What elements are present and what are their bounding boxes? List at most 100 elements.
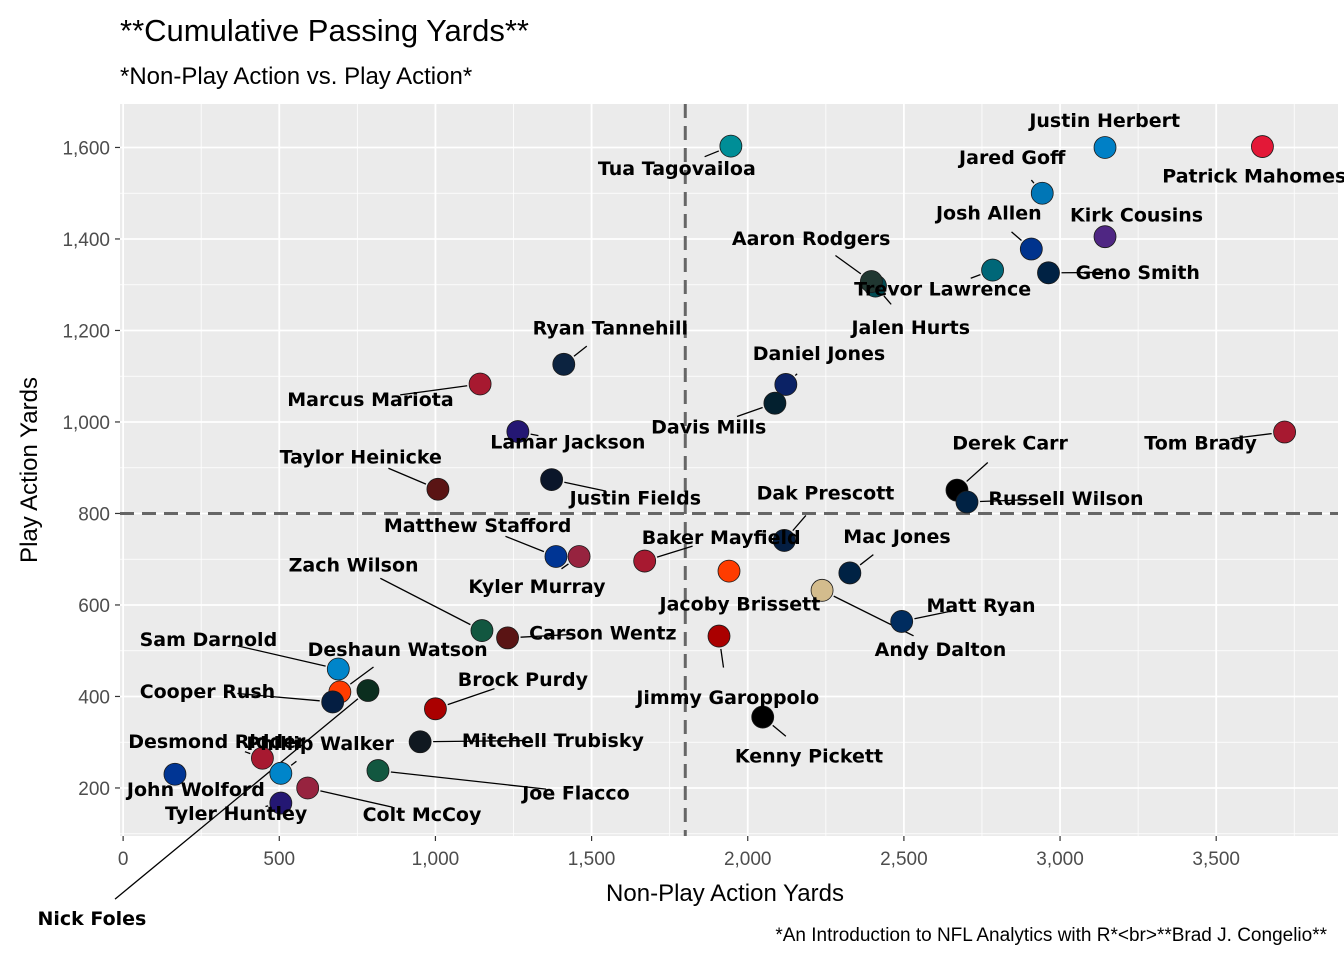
- leader-desmond-ridder: [244, 751, 251, 755]
- label-tyler-huntley: Tyler Huntley: [165, 803, 308, 825]
- point-trevor-lawrence: [981, 258, 1004, 282]
- label-john-wolford: John Wolford: [125, 779, 265, 801]
- label-tua-tagovailoa: Tua Tagovailoa: [598, 158, 756, 180]
- label-davis-mills: Davis Mills: [651, 416, 766, 438]
- leader-tua-tagovailoa: [704, 150, 720, 158]
- label-kirk-cousins: Kirk Cousins: [1070, 205, 1203, 227]
- y-tick-label: 1,000: [62, 413, 110, 434]
- leader-zach-wilson: [379, 577, 471, 626]
- x-tick-label: 3,500: [1192, 849, 1240, 870]
- label-justin-fields: Justin Fields: [568, 487, 701, 509]
- point-josh-allen: [1019, 237, 1043, 261]
- point-zach-wilson: [470, 619, 494, 642]
- leader-mac-jones: [859, 554, 874, 566]
- label-joe-flacco: Joe Flacco: [520, 782, 630, 804]
- point-patrick-mahomes: [1251, 135, 1274, 158]
- plot-panel: [120, 104, 1338, 836]
- point-colt-mccoy: [296, 776, 320, 800]
- leader-trevor-lawrence: [970, 274, 981, 279]
- label-jimmy-garoppolo: Jimmy Garoppolo: [634, 687, 819, 709]
- point-lamar-jackson: [506, 420, 530, 443]
- label-zach-wilson: Zach Wilson: [289, 555, 419, 577]
- label-andy-dalton: Andy Dalton: [875, 639, 1007, 661]
- point-sam-darnold: [326, 657, 350, 681]
- label-jacoby-brissett: Jacoby Brissett: [658, 593, 821, 615]
- label-desmond-ridder: Desmond Ridder: [128, 731, 306, 753]
- leader-baker-mayfield: [656, 545, 693, 558]
- leader-justin-fields: [564, 481, 607, 492]
- point-matt-ryan: [890, 610, 914, 633]
- leader-brock-purdy: [447, 688, 495, 706]
- leader-jimmy-garoppolo: [720, 648, 725, 668]
- y-tick-label: 600: [78, 596, 110, 617]
- x-tick-label: 3,000: [1036, 849, 1084, 870]
- point-taylor-heinicke: [426, 477, 450, 501]
- point-russell-wilson: [955, 490, 979, 514]
- label-geno-smith: Geno Smith: [1076, 262, 1200, 284]
- y-tick-label: 1,200: [62, 321, 110, 342]
- x-axis-title: Non-Play Action Yards: [606, 880, 844, 907]
- point-ryan-tannehill: [552, 352, 576, 376]
- label-daniel-jones: Daniel Jones: [753, 343, 886, 365]
- leader-derek-carr: [966, 461, 989, 482]
- label-matthew-stafford: Matthew Stafford: [384, 515, 571, 537]
- point-justin-herbert: [1093, 136, 1117, 159]
- point-aaron-rodgers: [860, 270, 883, 293]
- point-joe-flacco: [366, 759, 390, 782]
- leader-cooper-rush: [237, 692, 320, 702]
- leader-kenny-pickett: [772, 724, 787, 737]
- point-carson-wentz: [496, 626, 519, 650]
- label-mitchell-trubisky: Mitchell Trubisky: [462, 730, 645, 752]
- point-desmond-ridder: [251, 746, 274, 770]
- leader-marcus-mariota: [400, 385, 468, 396]
- label-nick-foles: Nick Foles: [37, 908, 146, 930]
- point-daniel-jones: [774, 373, 798, 396]
- chart-title: **Cumulative Passing Yards**: [120, 13, 529, 48]
- point-andy-dalton: [810, 578, 834, 602]
- label-derek-carr: Derek Carr: [952, 432, 1068, 454]
- point-mitchell-trubisky: [408, 730, 432, 754]
- leader-colt-mccoy: [320, 790, 393, 808]
- label-jared-goff: Jared Goff: [957, 147, 1066, 169]
- label-tom-brady: Tom Brady: [1144, 432, 1257, 454]
- label-russell-wilson: Russell Wilson: [988, 488, 1143, 510]
- x-tick-label: 2,000: [724, 849, 772, 870]
- point-kyler-murray: [567, 545, 591, 568]
- label-kyler-murray: Kyler Murray: [468, 576, 606, 598]
- label-dak-prescott: Dak Prescott: [757, 483, 895, 505]
- label-mac-jones: Mac Jones: [843, 526, 950, 548]
- point-marcus-mariota: [468, 372, 492, 396]
- label-colt-mccoy: Colt McCoy: [363, 804, 482, 826]
- reference-lines: [120, 104, 1338, 836]
- point-brock-purdy: [424, 697, 447, 721]
- y-tick-label: 1,400: [62, 230, 110, 251]
- label-sam-darnold: Sam Darnold: [140, 629, 278, 651]
- leader-daniel-jones: [794, 373, 798, 376]
- point-kirk-cousins: [1093, 225, 1117, 249]
- y-axis-title: Play Action Yards: [16, 377, 43, 563]
- label-leaders: [114, 150, 1272, 900]
- leader-matthew-stafford: [505, 535, 545, 553]
- point-john-wolford: [163, 762, 187, 786]
- point-kenny-pickett: [751, 705, 775, 729]
- leader-jared-goff: [1030, 179, 1035, 184]
- x-tick-label: 1,500: [568, 849, 616, 870]
- y-tick-label: 1,600: [62, 138, 110, 159]
- x-tick-label: 2,500: [880, 849, 928, 870]
- label-marcus-mariota: Marcus Mariota: [287, 389, 453, 411]
- label-phillip-walker: Phillip Walker: [246, 733, 394, 755]
- label-justin-herbert: Justin Herbert: [1027, 110, 1180, 132]
- leader-jalen-hurts: [883, 295, 892, 305]
- label-josh-allen: Josh Allen: [934, 202, 1042, 224]
- label-jalen-hurts: Jalen Hurts: [849, 317, 970, 339]
- leader-sam-darnold: [237, 645, 326, 667]
- label-aaron-rodgers: Aaron Rodgers: [732, 228, 891, 250]
- point-jimmy-garoppolo: [707, 624, 731, 648]
- point-tyler-huntley: [269, 791, 293, 815]
- point-cooper-rush: [321, 690, 345, 714]
- label-taylor-heinicke: Taylor Heinicke: [280, 447, 442, 469]
- label-brock-purdy: Brock Purdy: [458, 669, 589, 691]
- point-jacoby-brissett: [717, 559, 741, 583]
- leader-ryan-tannehill: [573, 345, 588, 357]
- label-ryan-tannehill: Ryan Tannehill: [533, 318, 688, 340]
